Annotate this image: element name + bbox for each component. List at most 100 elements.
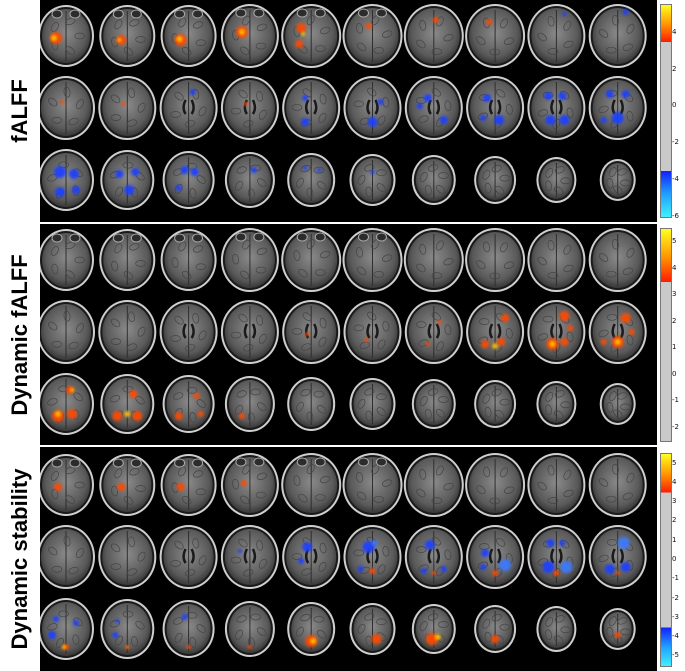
activation-cluster	[545, 115, 556, 125]
brain-slice	[599, 159, 636, 201]
activation-cluster	[124, 185, 135, 195]
activation-cluster	[370, 170, 375, 174]
activation-cluster	[180, 166, 189, 174]
activation-cluster	[559, 115, 570, 125]
activation-cluster	[174, 412, 183, 420]
activation-cluster	[620, 313, 631, 323]
colorbar-tick-label: 4	[672, 27, 677, 36]
brain-slice	[40, 229, 94, 291]
activation-cluster	[243, 102, 248, 106]
colorbar-tick-label: -5	[672, 651, 679, 660]
activation-cluster	[301, 118, 310, 126]
brain-slice	[99, 454, 156, 516]
brain-slices-svg	[40, 453, 647, 660]
brain-slices-svg	[40, 228, 647, 435]
activation-cluster	[72, 186, 80, 194]
brain-slice	[349, 154, 396, 206]
row-label: Dynamic fALFF	[7, 253, 32, 416]
brain-slice	[588, 453, 647, 517]
activation-cluster	[357, 566, 364, 572]
activation-cluster	[424, 540, 435, 550]
activation-cluster	[492, 570, 499, 576]
brain-slice	[40, 454, 94, 516]
brain-slice	[99, 5, 156, 67]
brain-slice	[40, 598, 94, 660]
brain-slice	[342, 4, 403, 68]
brain-slice-grid	[40, 224, 657, 445]
brain-slice	[342, 453, 403, 517]
activation-cluster	[425, 633, 438, 645]
activation-cluster	[60, 100, 64, 104]
activation-cluster	[62, 645, 66, 649]
brain-slice	[100, 599, 155, 659]
activation-cluster	[131, 168, 140, 176]
brain-slice	[40, 525, 95, 589]
colorbar: 5 4 3 2 1 0 -1 -2 -3 -4 -5	[657, 447, 685, 671]
brain-slice	[465, 453, 526, 517]
brain-slice	[342, 228, 403, 292]
activation-cluster	[559, 540, 566, 546]
activation-cluster	[600, 117, 607, 123]
brain-slice	[465, 4, 526, 68]
activation-cluster	[542, 561, 555, 573]
activation-cluster	[250, 167, 257, 173]
brain-slice	[527, 228, 586, 292]
activation-cluster	[176, 36, 183, 42]
activation-cluster	[302, 95, 309, 101]
colorbar-tick-label: -4	[672, 175, 679, 184]
colorbar-tick-label: 2	[672, 64, 677, 73]
brain-slice	[411, 155, 456, 205]
panel-falff: fALFF 4 2 0 -2 -4 -6	[0, 0, 685, 222]
colorbar-tick-label: 2	[672, 316, 677, 325]
activation-cluster	[480, 564, 487, 570]
colorbar-tick-label: 3	[672, 497, 677, 506]
colorbar: 5 4 3 2 1 0 -1 -2	[657, 224, 685, 445]
activation-cluster	[296, 23, 307, 33]
activation-cluster	[432, 17, 439, 23]
brain-slice	[220, 76, 279, 140]
brain-slice	[588, 525, 647, 589]
activation-cluster	[497, 338, 506, 346]
colorbar-tick-label: -1	[672, 396, 679, 405]
activation-cluster	[620, 562, 631, 572]
brain-slice	[224, 601, 275, 657]
brain-slice	[588, 300, 647, 364]
activation-cluster	[367, 117, 378, 127]
brain-slice	[40, 373, 94, 435]
activation-cluster	[605, 90, 614, 98]
activation-cluster	[560, 561, 573, 573]
brain-slice	[98, 300, 157, 364]
activation-cluster	[197, 411, 204, 417]
brain-slice	[160, 454, 217, 516]
brain-slice	[403, 453, 464, 517]
activation-cluster	[175, 185, 182, 191]
brain-slice	[349, 603, 396, 655]
colorbar-gradient	[660, 453, 672, 667]
brain-slice	[536, 606, 577, 652]
brain-slice	[287, 602, 336, 656]
activation-cluster	[55, 411, 61, 417]
panel-dynamic-stability: Dynamic stability 5 4 3 2 1 0 -1 -2 -3 -4 -5	[0, 447, 685, 671]
panel-label-box: Dynamic fALFF	[0, 224, 40, 445]
brain-slice	[40, 5, 94, 67]
activation-cluster	[117, 38, 122, 42]
brain-slice	[536, 157, 577, 203]
activation-cluster	[440, 566, 447, 572]
colorbar-tick-label: 0	[672, 555, 677, 563]
activation-cluster	[431, 571, 436, 575]
colorbar-tick-label: 3	[672, 290, 677, 299]
activation-cluster	[611, 112, 624, 124]
activation-cluster	[303, 166, 308, 170]
brain-slice	[474, 156, 517, 204]
brain-slice	[287, 153, 336, 207]
activation-cluster	[439, 116, 448, 124]
colorbar-tick-label: -3	[672, 612, 679, 621]
colorbar-tick-label: 1	[672, 535, 677, 544]
brain-slice	[281, 453, 342, 517]
colorbar-tick-label: 1	[672, 343, 677, 352]
brain-slice	[404, 300, 463, 364]
colorbar-tick-label: -6	[672, 212, 679, 220]
activation-cluster	[70, 388, 74, 392]
activation-cluster	[614, 339, 621, 345]
colorbar-tick-label: 2	[672, 516, 677, 525]
